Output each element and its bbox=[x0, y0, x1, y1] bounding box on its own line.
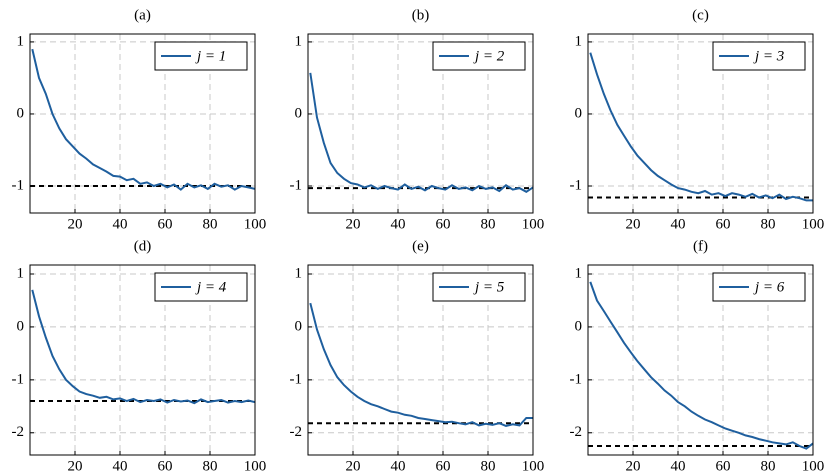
y-tick-label: -2 bbox=[570, 424, 583, 440]
y-tick-label: 0 bbox=[295, 105, 303, 121]
x-tick-label: 60 bbox=[716, 458, 731, 474]
legend-label: j = 2 bbox=[473, 48, 505, 64]
y-tick-label: 1 bbox=[295, 265, 303, 281]
x-tick-label: 100 bbox=[802, 216, 825, 232]
x-tick-label: 100 bbox=[802, 458, 825, 474]
y-tick-label: 1 bbox=[17, 265, 25, 281]
y-tick-label: -1 bbox=[570, 371, 583, 387]
x-tick-label: 80 bbox=[761, 216, 776, 232]
x-tick-label: 100 bbox=[522, 458, 545, 474]
x-tick-label: 20 bbox=[626, 458, 641, 474]
data-line bbox=[589, 52, 813, 202]
panel-title: (f) bbox=[693, 238, 708, 254]
x-tick-label: 80 bbox=[203, 458, 218, 474]
y-tick-label: -1 bbox=[570, 177, 583, 193]
x-tick-label: 20 bbox=[68, 216, 83, 232]
y-tick-label: 1 bbox=[575, 265, 583, 281]
y-tick-label: 1 bbox=[575, 33, 583, 49]
x-tick-label: 40 bbox=[391, 216, 406, 232]
x-tick-label: 100 bbox=[522, 216, 545, 232]
y-tick-label: 0 bbox=[17, 318, 25, 334]
data-line bbox=[309, 72, 534, 193]
x-tick-label: 40 bbox=[391, 458, 406, 474]
x-tick-label: 80 bbox=[481, 216, 496, 232]
x-tick-label: 100 bbox=[244, 458, 267, 474]
x-tick-label: 40 bbox=[113, 458, 128, 474]
x-tick-label: 60 bbox=[716, 216, 731, 232]
data-line bbox=[589, 281, 814, 450]
y-tick-label: 0 bbox=[575, 318, 583, 334]
x-tick-label: 40 bbox=[671, 458, 686, 474]
x-tick-label: 100 bbox=[244, 216, 267, 232]
data-line bbox=[31, 289, 256, 405]
y-tick-label: 1 bbox=[295, 33, 303, 49]
x-tick-label: 20 bbox=[346, 458, 361, 474]
legend-label: j = 5 bbox=[473, 279, 505, 295]
y-tick-label: 1 bbox=[17, 33, 25, 49]
legend-label: j = 6 bbox=[753, 279, 785, 295]
x-tick-label: 20 bbox=[626, 216, 641, 232]
y-tick-label: -1 bbox=[290, 177, 303, 193]
legend-label: j = 1 bbox=[195, 48, 226, 64]
panel-title: (c) bbox=[692, 7, 709, 23]
x-tick-label: 40 bbox=[113, 216, 128, 232]
y-tick-label: -1 bbox=[12, 371, 25, 387]
data-line bbox=[31, 48, 256, 191]
plot-frame bbox=[307, 33, 534, 214]
y-tick-label: 0 bbox=[295, 318, 303, 334]
panel-title: (e) bbox=[412, 238, 429, 254]
x-tick-label: 60 bbox=[436, 216, 451, 232]
panel-title: (a) bbox=[134, 7, 151, 23]
x-tick-label: 80 bbox=[761, 458, 776, 474]
plot-frame bbox=[307, 264, 534, 456]
legend-label: j = 3 bbox=[753, 48, 784, 64]
x-tick-label: 20 bbox=[68, 458, 83, 474]
panel-title: (d) bbox=[134, 238, 152, 254]
y-tick-label: -2 bbox=[290, 424, 303, 440]
x-tick-label: 80 bbox=[481, 458, 496, 474]
x-tick-label: 60 bbox=[436, 458, 451, 474]
legend-label: j = 4 bbox=[195, 279, 227, 295]
y-tick-label: 0 bbox=[575, 105, 583, 121]
x-tick-label: 80 bbox=[203, 216, 218, 232]
x-tick-label: 40 bbox=[671, 216, 686, 232]
x-tick-label: 60 bbox=[158, 458, 173, 474]
plot-frame bbox=[587, 33, 814, 214]
y-tick-label: -1 bbox=[12, 177, 25, 193]
plot-frame bbox=[29, 264, 256, 456]
panel-title: (b) bbox=[412, 7, 430, 23]
x-tick-label: 60 bbox=[158, 216, 173, 232]
data-line bbox=[309, 302, 533, 427]
y-tick-label: -1 bbox=[290, 371, 303, 387]
y-tick-label: 0 bbox=[17, 105, 25, 121]
x-tick-label: 20 bbox=[346, 216, 361, 232]
plot-frame bbox=[29, 33, 256, 214]
y-tick-label: -2 bbox=[12, 424, 25, 440]
plot-frame bbox=[587, 264, 814, 456]
